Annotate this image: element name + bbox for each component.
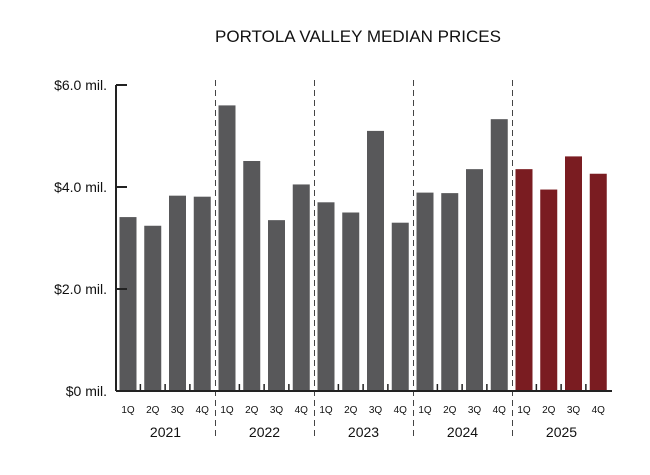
- quarter-label: 1Q: [517, 405, 531, 416]
- bar-2021-4Q: [193, 196, 211, 391]
- y-tick-label: $4.0 mil.: [54, 179, 107, 195]
- quarter-label: 4Q: [592, 405, 606, 416]
- quarter-label: 1Q: [220, 405, 234, 416]
- bar-2025-4Q: [589, 173, 607, 391]
- quarter-label: 4Q: [196, 405, 210, 416]
- quarter-label: 1Q: [418, 405, 432, 416]
- quarter-label: 2Q: [344, 405, 358, 416]
- quarter-label: 3Q: [468, 405, 482, 416]
- bar-2021-1Q: [119, 217, 137, 391]
- bar-2022-1Q: [218, 105, 236, 392]
- quarter-label: 4Q: [295, 405, 309, 416]
- bar-2024-4Q: [490, 119, 508, 392]
- bar-2023-4Q: [391, 222, 409, 391]
- quarter-label: 2Q: [542, 405, 556, 416]
- quarter-label: 2Q: [245, 405, 259, 416]
- quarter-label: 3Q: [567, 405, 581, 416]
- bar-2024-2Q: [441, 193, 459, 391]
- y-tick-label: $6.0 mil.: [54, 77, 107, 93]
- bar-2023-1Q: [317, 202, 335, 391]
- bar-2022-4Q: [292, 184, 310, 391]
- quarter-label: 2Q: [443, 405, 457, 416]
- bar-2023-2Q: [342, 212, 360, 391]
- quarter-label: 3Q: [270, 405, 284, 416]
- quarter-label: 2Q: [146, 405, 160, 416]
- quarter-label: 4Q: [493, 405, 507, 416]
- quarter-label: 3Q: [171, 405, 185, 416]
- bar-2021-2Q: [144, 225, 162, 391]
- bar-2023-3Q: [367, 130, 384, 391]
- year-label: 2023: [348, 424, 379, 440]
- bar-2022-2Q: [243, 160, 261, 391]
- year-label: 2024: [447, 424, 478, 440]
- quarter-label: 4Q: [394, 405, 408, 416]
- y-tick-label: $2.0 mil.: [54, 281, 107, 297]
- year-label: 2021: [150, 424, 181, 440]
- bar-2021-3Q: [169, 195, 186, 391]
- quarter-label: 1Q: [319, 405, 333, 416]
- bar-2022-3Q: [268, 220, 285, 391]
- y-tick-label: $0 mil.: [66, 383, 107, 399]
- chart-title: PORTOLA VALLEY MEDIAN PRICES: [215, 27, 501, 46]
- bar-2025-2Q: [540, 189, 558, 391]
- year-label: 2022: [249, 424, 280, 440]
- bar-2024-3Q: [466, 169, 483, 391]
- year-label: 2025: [546, 424, 577, 440]
- quarter-label: 3Q: [369, 405, 383, 416]
- quarter-label: 1Q: [121, 405, 135, 416]
- bar-2025-3Q: [565, 156, 582, 391]
- bar-2024-1Q: [416, 192, 434, 391]
- bar-2025-1Q: [515, 169, 533, 391]
